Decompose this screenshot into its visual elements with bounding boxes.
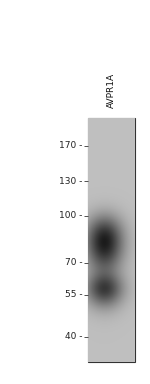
Text: AVPR1A: AVPR1A xyxy=(107,73,116,108)
Text: 40 -: 40 - xyxy=(65,332,83,341)
Text: 100 -: 100 - xyxy=(59,211,83,220)
Text: 130 -: 130 - xyxy=(59,177,83,186)
Text: 55 -: 55 - xyxy=(65,290,83,299)
Bar xyxy=(88,118,135,362)
Text: 70 -: 70 - xyxy=(65,258,83,267)
Text: 170 -: 170 - xyxy=(59,141,83,151)
